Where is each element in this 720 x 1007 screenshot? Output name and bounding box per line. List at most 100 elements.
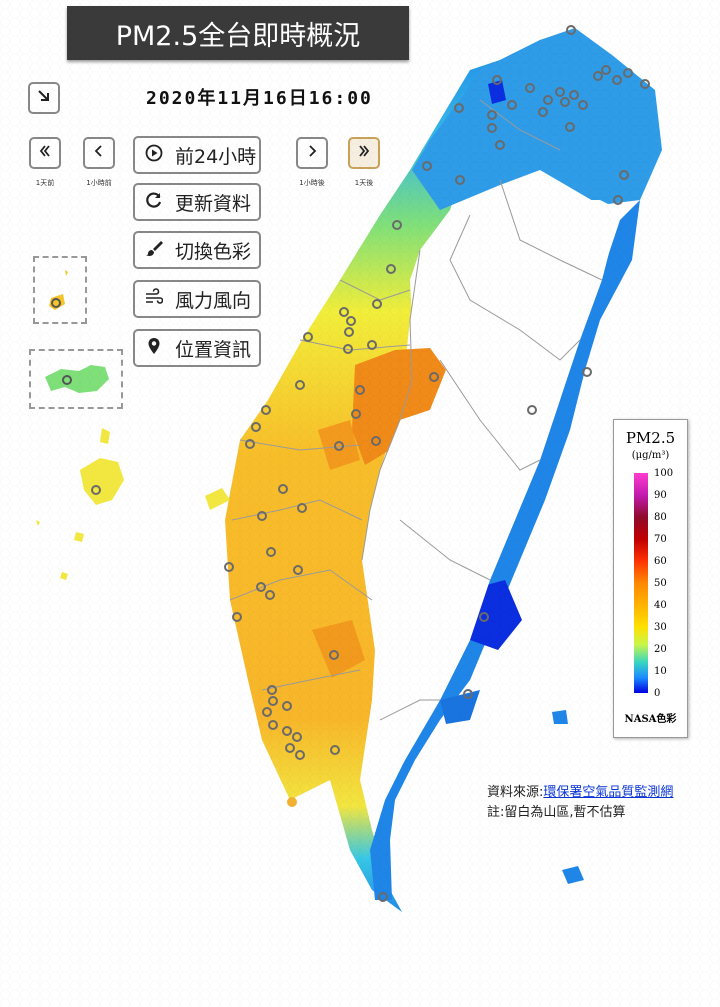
station-marker[interactable] <box>429 372 439 382</box>
prev-hour-button[interactable] <box>83 137 115 169</box>
source-link[interactable]: 環保署空氣品質監測網 <box>543 785 674 800</box>
double-chevron-right-icon <box>356 143 372 164</box>
station-marker[interactable] <box>343 344 353 354</box>
station-marker[interactable] <box>538 107 548 117</box>
station-marker[interactable] <box>330 745 340 755</box>
station-marker[interactable] <box>569 90 579 100</box>
kinmen-inset[interactable] <box>29 349 123 409</box>
central-hotspot <box>352 348 446 465</box>
station-marker[interactable] <box>303 332 313 342</box>
prev-hour-caption: 1小時前 <box>86 179 112 187</box>
legend-tick: 80 <box>654 512 667 523</box>
station-marker[interactable] <box>355 385 365 395</box>
station-marker[interactable] <box>282 701 292 711</box>
location-info-label: 位置資訊 <box>175 338 252 361</box>
station-marker[interactable] <box>261 405 271 415</box>
wind-button[interactable]: 風力風向 <box>133 280 261 318</box>
station-marker[interactable] <box>593 71 603 81</box>
prev-day-button[interactable] <box>29 137 61 169</box>
station-marker[interactable] <box>334 441 344 451</box>
station-marker[interactable] <box>371 436 381 446</box>
station-marker[interactable] <box>619 170 629 180</box>
wind-icon <box>143 287 165 311</box>
station-marker[interactable] <box>256 582 266 592</box>
station-marker[interactable] <box>224 562 234 572</box>
station-marker[interactable] <box>339 307 349 317</box>
legend-tick: 50 <box>654 578 667 589</box>
station-marker[interactable] <box>344 327 354 337</box>
legend-color-bar <box>634 473 648 693</box>
station-marker[interactable] <box>578 100 588 110</box>
station-marker[interactable] <box>329 650 339 660</box>
station-marker[interactable] <box>479 612 489 622</box>
station-marker[interactable] <box>386 264 396 274</box>
station-marker[interactable] <box>487 123 497 133</box>
station-marker[interactable] <box>507 100 517 110</box>
station-marker[interactable] <box>527 405 537 415</box>
legend-title: PM2.5 <box>625 429 676 447</box>
station-marker[interactable] <box>285 743 295 753</box>
station-marker[interactable] <box>232 612 242 622</box>
station-marker[interactable] <box>295 750 305 760</box>
station-marker[interactable] <box>422 161 432 171</box>
station-marker[interactable] <box>297 503 307 513</box>
station-marker[interactable] <box>245 439 255 449</box>
next-day-button[interactable] <box>348 137 380 169</box>
station-marker[interactable] <box>268 696 278 706</box>
station-marker[interactable] <box>582 367 592 377</box>
station-marker[interactable] <box>267 685 277 695</box>
pm25-legend: PM2.5 (μg/m³) 100 90 80 70 60 50 40 30 20 10 0 NAS… <box>613 419 688 738</box>
station-marker[interactable] <box>378 892 388 902</box>
station-marker[interactable] <box>262 707 272 717</box>
station-marker[interactable] <box>292 732 302 742</box>
station-marker[interactable] <box>278 484 288 494</box>
station-marker[interactable] <box>346 316 356 326</box>
location-info-button[interactable]: 位置資訊 <box>133 329 261 367</box>
station-marker[interactable] <box>293 565 303 575</box>
collapse-button[interactable] <box>28 82 60 114</box>
station-marker[interactable] <box>463 689 473 699</box>
station-marker[interactable] <box>566 25 576 35</box>
station-marker[interactable] <box>295 380 305 390</box>
station-marker[interactable] <box>601 65 611 75</box>
station-marker[interactable] <box>268 720 278 730</box>
station-marker[interactable] <box>560 97 570 107</box>
station-marker[interactable] <box>257 511 267 521</box>
station-marker[interactable] <box>565 122 575 132</box>
station-marker[interactable] <box>251 422 261 432</box>
prev-day-caption: 1天前 <box>35 179 55 187</box>
double-chevron-left-icon <box>37 143 53 164</box>
source-prefix: 資料來源: <box>487 785 544 800</box>
refresh-data-button[interactable]: 更新資料 <box>133 183 261 221</box>
next-hour-button[interactable] <box>296 137 328 169</box>
station-marker[interactable] <box>372 299 382 309</box>
legend-unit: (μg/m³) <box>631 450 670 461</box>
station-marker[interactable] <box>454 103 464 113</box>
station-marker[interactable] <box>282 726 292 736</box>
station-marker[interactable] <box>266 547 276 557</box>
station-marker[interactable] <box>495 140 505 150</box>
station-marker[interactable] <box>392 220 402 230</box>
station-marker[interactable] <box>613 195 623 205</box>
station-marker[interactable] <box>367 340 377 350</box>
legend-tick: 70 <box>654 534 667 545</box>
legend-tick: 100 <box>654 468 674 479</box>
station-marker[interactable] <box>555 87 565 97</box>
switch-color-button[interactable]: 切換色彩 <box>133 231 261 269</box>
station-marker[interactable] <box>492 75 502 85</box>
map-pin-icon <box>143 337 165 360</box>
past-24-hours-button[interactable]: 前24小時 <box>133 136 261 174</box>
station-marker[interactable] <box>487 110 497 120</box>
paint-brush-icon <box>143 239 165 262</box>
station-marker[interactable] <box>525 83 535 93</box>
station-marker[interactable] <box>351 409 361 419</box>
legend-tick: 20 <box>654 644 667 655</box>
station-marker[interactable] <box>91 485 101 495</box>
station-marker[interactable] <box>455 175 465 185</box>
station-marker[interactable] <box>623 68 633 78</box>
station-marker[interactable] <box>543 95 553 105</box>
station-marker[interactable] <box>612 75 622 85</box>
station-marker[interactable] <box>265 590 275 600</box>
station-marker[interactable] <box>640 79 650 89</box>
matsu-inset[interactable] <box>33 256 87 324</box>
